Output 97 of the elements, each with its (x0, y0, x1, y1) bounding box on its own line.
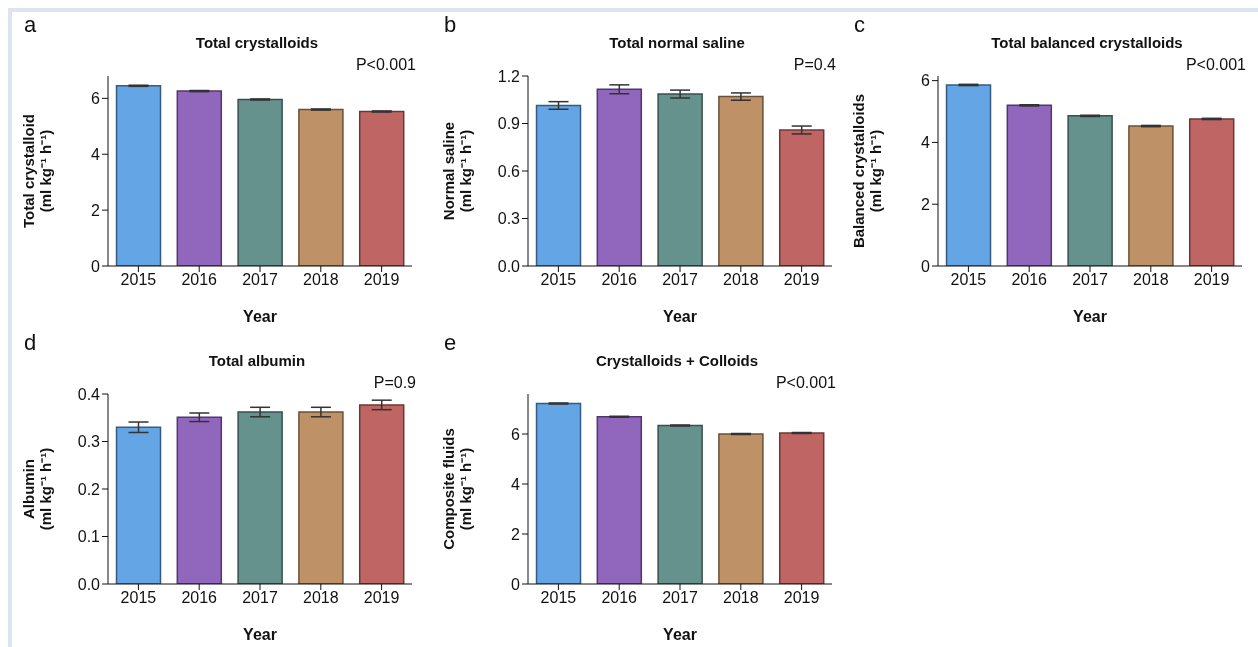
bar (1067, 115, 1113, 266)
y-tick-label: 6 (91, 90, 101, 108)
y-tick-label: 0 (921, 257, 931, 275)
bar (596, 416, 643, 584)
y-tick-label: 0.0 (77, 575, 101, 593)
y-tick-label: 0.1 (77, 528, 101, 546)
text: a (24, 12, 37, 38)
bar (176, 416, 223, 584)
x-tick-label: 2015 (540, 589, 577, 607)
x-tick-label: 2017 (242, 271, 278, 289)
x-tick-label: 2015 (540, 271, 577, 289)
chart-title: Total crystalloids (194, 34, 320, 51)
y-tick-label: 0 (91, 257, 101, 275)
x-tick-label: 2017 (662, 271, 698, 289)
chart-title: Total balanced crystalloids (990, 34, 1184, 51)
y-tick-label: 0.3 (497, 210, 521, 228)
chart-title: Total normal saline (608, 34, 746, 51)
x-axis-title: Year (663, 308, 697, 325)
x-axis-title: Year (243, 308, 277, 325)
x-tick-label: 2015 (120, 271, 157, 289)
x-tick-label: 2019 (783, 589, 820, 607)
bar (237, 411, 283, 584)
bar (596, 88, 643, 266)
y-tick-label: 0.4 (77, 385, 101, 403)
bar (657, 93, 703, 266)
y-axis-title: Balanced crystalloids (ml kg⁻¹ h⁻¹) (850, 93, 884, 249)
y-tick-label: 2 (511, 525, 521, 543)
bar (115, 426, 162, 584)
bar (115, 85, 162, 266)
x-tick-label: 2019 (783, 271, 820, 289)
text: c (854, 12, 865, 38)
text: e (444, 330, 457, 356)
bar (176, 90, 223, 266)
y-tick-label: 0.2 (77, 480, 101, 498)
y-tick-label: 0.9 (497, 115, 521, 133)
x-tick-label: 2018 (303, 589, 339, 607)
x-tick-label: 2018 (723, 271, 759, 289)
y-axis-title: Albumin (ml kg⁻¹ h⁻¹) (20, 447, 54, 531)
x-tick-label: 2018 (723, 589, 759, 607)
x-tick-label: 2016 (181, 589, 218, 607)
y-tick-label: 4 (91, 145, 101, 163)
y-tick-label: 4 (921, 134, 931, 152)
text: P<0.001 (775, 374, 836, 392)
x-tick-label: 2016 (181, 271, 218, 289)
bar (718, 95, 764, 266)
x-tick-label: 2019 (363, 271, 400, 289)
bar (1128, 125, 1174, 266)
y-tick-label: 6 (921, 72, 931, 90)
bar (298, 108, 344, 266)
y-axis-title: Composite fluids (ml kg⁻¹ h⁻¹) (440, 428, 474, 550)
bar (1006, 104, 1053, 266)
chart-title: Crystalloids + Colloids (594, 352, 760, 369)
bar (358, 404, 405, 584)
x-tick-label: 2017 (242, 589, 278, 607)
x-tick-label: 2018 (303, 271, 339, 289)
x-tick-label: 2015 (950, 271, 987, 289)
x-tick-label: 2016 (601, 271, 638, 289)
x-tick-label: 2018 (1133, 271, 1169, 289)
x-tick-label: 2019 (363, 589, 400, 607)
bar (778, 129, 825, 266)
y-tick-label: 4 (511, 475, 521, 493)
text: P=0.9 (373, 374, 416, 392)
bar (237, 98, 283, 266)
x-axis-title: Year (663, 626, 697, 643)
y-tick-label: 0 (511, 575, 521, 593)
x-tick-label: 2015 (120, 589, 157, 607)
text: P<0.001 (1185, 56, 1246, 74)
y-tick-label: 0.6 (497, 162, 521, 180)
x-tick-label: 2017 (662, 589, 698, 607)
bar (778, 432, 825, 584)
y-tick-label: 0.3 (77, 433, 101, 451)
bar (535, 402, 582, 584)
bar (298, 411, 344, 584)
y-axis-title: Normal saline (ml kg⁻¹ h⁻¹) (440, 121, 474, 221)
y-tick-label: 0.0 (497, 257, 521, 275)
x-tick-label: 2016 (601, 589, 638, 607)
y-tick-label: 2 (91, 201, 101, 219)
x-tick-label: 2017 (1072, 271, 1108, 289)
x-axis-title: Year (243, 626, 277, 643)
bar (358, 110, 405, 266)
text: b (444, 12, 457, 38)
y-tick-label: 1.2 (497, 67, 521, 85)
bar (945, 84, 992, 266)
x-tick-label: 2016 (1011, 271, 1048, 289)
chart-title: Total albumin (207, 352, 307, 369)
bar (535, 104, 582, 266)
x-axis-title: Year (1073, 308, 1107, 325)
text: d (24, 330, 37, 356)
bar (1188, 118, 1235, 266)
bar (718, 433, 764, 584)
bar (657, 424, 703, 584)
text: P=0.4 (793, 56, 836, 74)
text: P<0.001 (355, 56, 416, 74)
y-axis-title: Total crystalloid (ml kg⁻¹ h⁻¹) (20, 114, 54, 228)
x-tick-label: 2019 (1193, 271, 1230, 289)
y-tick-label: 6 (511, 425, 521, 443)
y-tick-label: 2 (921, 195, 931, 213)
